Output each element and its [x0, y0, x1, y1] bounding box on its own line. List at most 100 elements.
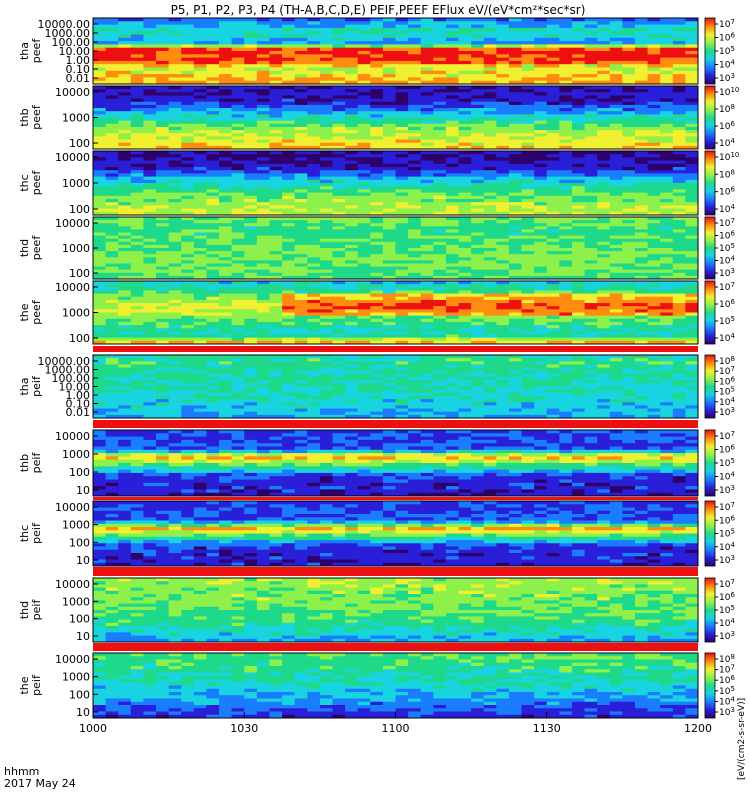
heatmap-cell [622, 67, 636, 72]
heatmap-cell [408, 111, 422, 115]
y-tick-label: 10000 [55, 151, 90, 164]
heatmap-cell [408, 170, 422, 174]
heatmap-cell [685, 57, 699, 62]
heatmap-cell [105, 92, 119, 96]
heatmap-cell [130, 183, 144, 187]
heatmap-cell [294, 101, 308, 106]
heatmap-cell [584, 290, 598, 295]
heatmap-cell [93, 163, 107, 168]
heatmap-cell [647, 176, 661, 181]
heatmap-cell [269, 241, 283, 246]
heatmap-cell [269, 220, 283, 224]
heatmap-cell [622, 21, 636, 26]
heatmap-cell [93, 67, 107, 72]
heatmap-cell [357, 275, 371, 280]
heatmap-cell [130, 34, 144, 39]
heatmap-cell [483, 223, 497, 227]
heatmap-cell [609, 199, 623, 203]
heatmap-cell [622, 145, 636, 150]
heatmap-cell [534, 151, 548, 155]
heatmap-cell [647, 238, 661, 243]
heatmap-cell [395, 51, 409, 55]
heatmap-cell [244, 251, 258, 255]
heatmap-cell [206, 263, 220, 268]
heatmap-cell [118, 31, 132, 35]
heatmap-cell [471, 47, 485, 52]
heatmap-cell [395, 157, 409, 162]
heatmap-cell [508, 337, 523, 342]
heatmap-cell [231, 248, 245, 252]
heatmap-cell [332, 186, 346, 190]
heatmap-cell [307, 266, 321, 271]
heatmap-cell [181, 337, 195, 342]
heatmap-cell [584, 176, 598, 181]
heatmap-cell [206, 89, 220, 93]
heatmap-cell [181, 151, 195, 155]
heatmap-cell [395, 235, 409, 240]
heatmap-cell [345, 287, 359, 291]
heatmap-cell [382, 37, 396, 42]
heatmap-cell [672, 232, 686, 237]
heatmap-cell [181, 328, 195, 332]
heatmap-cell [294, 299, 308, 304]
heatmap-cell [433, 41, 447, 45]
heatmap-cell [130, 238, 144, 243]
heatmap-cell [118, 145, 132, 150]
heatmap-cell [672, 89, 686, 93]
heatmap-cell [559, 74, 573, 78]
heatmap-cell [408, 183, 422, 187]
heatmap-cell [584, 321, 598, 326]
heatmap-cell [433, 101, 447, 106]
heatmap-cell [609, 51, 623, 55]
heatmap-cell [118, 275, 132, 280]
heatmap-cell [597, 355, 611, 359]
heatmap-cell [130, 37, 144, 42]
colorbar-tick-label: 106 [719, 32, 735, 44]
heatmap-cell [571, 60, 586, 65]
heatmap-cell [357, 54, 371, 59]
heatmap-cell [231, 293, 245, 298]
heatmap-cell [496, 120, 510, 125]
heatmap-cell [118, 281, 132, 285]
heatmap-cell [609, 142, 623, 147]
heatmap-cell [282, 31, 296, 35]
heatmap-cell [231, 202, 245, 206]
heatmap-cell [93, 199, 107, 203]
heatmap-cell [433, 248, 447, 252]
heatmap-cell [534, 260, 548, 264]
heatmap-cell [458, 114, 472, 118]
heatmap-cell [181, 133, 195, 137]
heatmap-cell [345, 24, 359, 29]
heatmap-cell [332, 226, 346, 230]
heatmap-cell [408, 173, 422, 178]
heatmap-cell [546, 287, 560, 291]
heatmap-cell [508, 315, 523, 320]
heatmap-cell [521, 220, 535, 224]
heatmap-cell [93, 355, 107, 359]
heatmap-cell [521, 238, 535, 243]
heatmap-cell [319, 241, 333, 246]
heatmap-cell [420, 130, 434, 134]
heatmap-cell [471, 290, 485, 295]
heatmap-cell [395, 160, 409, 165]
heatmap-cell [433, 296, 447, 301]
heatmap-cell [584, 257, 598, 261]
heatmap-cell [647, 41, 661, 45]
heatmap-cell [634, 199, 649, 203]
heatmap-cell [634, 303, 649, 307]
heatmap-cell [559, 27, 573, 32]
heatmap-cell [622, 37, 636, 42]
heatmap-cell [370, 64, 384, 68]
heatmap-cell [256, 275, 270, 280]
heatmap-cell [168, 157, 182, 162]
heatmap-cell [193, 24, 207, 29]
heatmap-cell [458, 123, 472, 128]
heatmap-cell [130, 136, 144, 141]
heatmap-cell [206, 202, 220, 206]
heatmap-cell [307, 173, 321, 178]
heatmap-cell [571, 18, 586, 22]
heatmap-cell [357, 269, 371, 274]
heatmap-cell [471, 299, 485, 304]
heatmap-cell [206, 101, 220, 106]
heatmap-cell [471, 18, 485, 22]
